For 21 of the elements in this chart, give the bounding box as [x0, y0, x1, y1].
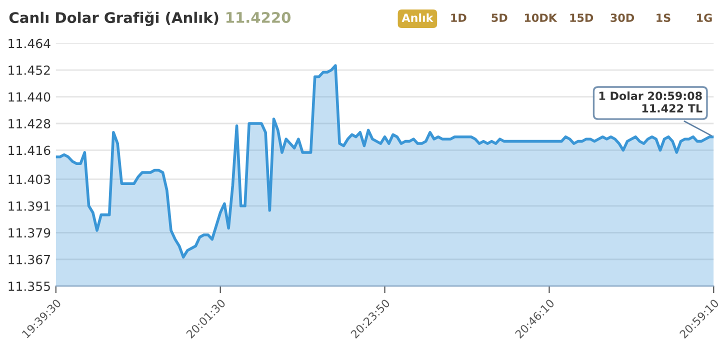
text: 10DK — [524, 14, 558, 22]
y-tick-label: 11.355 — [8, 282, 50, 292]
text: 1S — [656, 14, 670, 22]
text: 5D — [492, 14, 508, 22]
chart-title: Canlı Dolar Grafiği (Anlık) — [9, 11, 218, 26]
y-tick-label: 11.416 — [8, 146, 50, 156]
y-tick-label: 11.379 — [8, 228, 50, 238]
y-tick-label: 11.403 — [8, 174, 50, 184]
y-tick-label: 11.452 — [8, 66, 50, 75]
chart-subtitle: 11.4220 — [226, 12, 291, 23]
text: Anlık — [402, 13, 434, 22]
y-tick-label: 11.367 — [8, 254, 50, 264]
y-tick-label: 11.428 — [8, 118, 50, 128]
text: 1D — [451, 14, 466, 22]
y-tick-label: 11.391 — [8, 201, 50, 211]
y-tick-label: 11.440 — [8, 92, 50, 102]
y-tick-label: 11.464 — [8, 38, 50, 48]
text: 30D — [610, 14, 634, 22]
text: 15D — [570, 14, 594, 22]
annotation: 1 Dolar 20:59:08 11.422 TL — [599, 91, 702, 112]
text: 1G — [697, 14, 712, 22]
